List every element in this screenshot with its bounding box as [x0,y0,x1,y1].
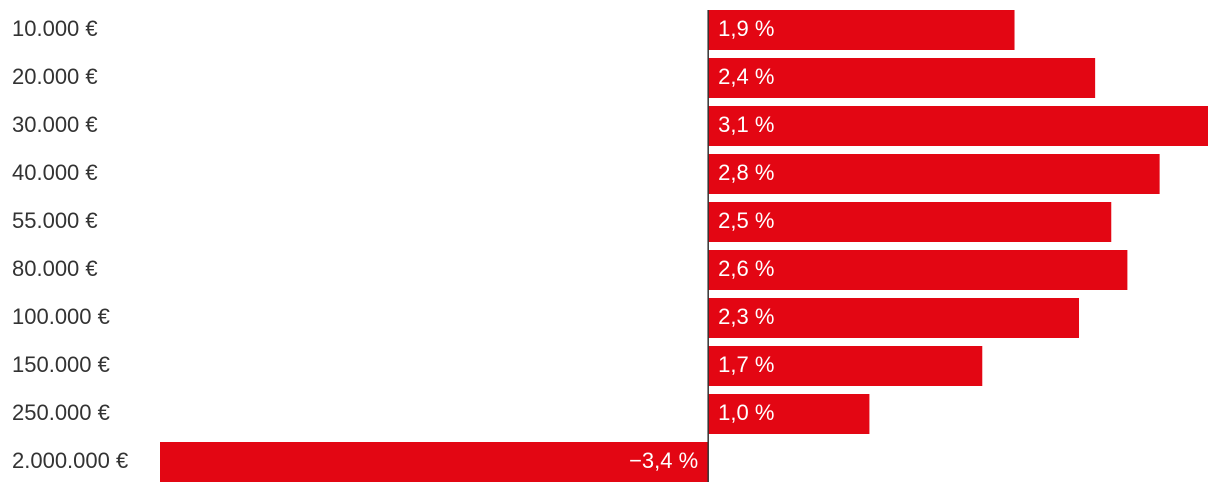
category-label: 30.000 € [12,112,98,137]
bar-value-label: 1,0 % [718,400,774,425]
bar-value-label: 2,4 % [718,64,774,89]
bar-value-label: 3,1 % [718,112,774,137]
category-label: 150.000 € [12,352,110,377]
bar [708,250,1128,290]
bar-value-label: −3,4 % [629,448,698,473]
category-label: 2.000.000 € [12,448,128,473]
category-labels-layer: 10.000 € 20.000 € 30.000 € 40.000 € 55.000 €… [12,16,128,473]
bars-layer: 1,9 % 2,4 % 3,1 % 2,8 % 2,5 % 2,6 % 2,3 % 1,7 %… [160,10,1208,482]
bar [708,106,1208,146]
bar [708,202,1112,242]
bar [160,442,709,482]
bar-value-label: 2,6 % [718,256,774,281]
category-label: 250.000 € [12,400,110,425]
bar [708,298,1080,338]
bar-value-label: 1,9 % [718,16,774,41]
category-label: 10.000 € [12,16,98,41]
bar [708,346,983,386]
category-label: 80.000 € [12,256,98,281]
bar [708,394,870,434]
bar-value-label: 1,7 % [718,352,774,377]
category-label: 100.000 € [12,304,110,329]
bar-value-label: 2,5 % [718,208,774,233]
bar-value-label: 2,3 % [718,304,774,329]
bar [708,58,1096,98]
bar-value-label: 2,8 % [718,160,774,185]
category-label: 40.000 € [12,160,98,185]
category-label: 55.000 € [12,208,98,233]
bar [708,154,1160,194]
category-label: 20.000 € [12,64,98,89]
bar [708,10,1015,50]
